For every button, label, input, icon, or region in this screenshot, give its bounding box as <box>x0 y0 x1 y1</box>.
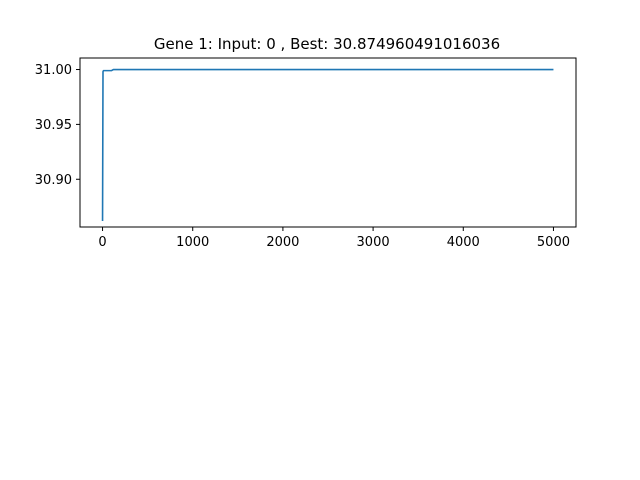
x-tick-label: 5000 <box>537 235 570 250</box>
y-tick-label: 30.90 <box>35 173 72 188</box>
x-tick-label: 0 <box>98 235 106 250</box>
y-axis: 30.90 30.95 31.00 <box>35 63 80 188</box>
series-layer <box>101 68 554 221</box>
x-tick-label: 4000 <box>447 235 480 250</box>
y-tick-label: 31.00 <box>35 63 72 78</box>
series-line-1 <box>101 68 554 221</box>
x-tick-label: 2000 <box>266 235 299 250</box>
x-tick-label: 3000 <box>357 235 390 250</box>
y-tick-label: 30.95 <box>35 118 72 133</box>
chart-title: Gene 1: Input: 0 , Best: 30.874960491016… <box>154 35 500 53</box>
axes-frame <box>79 57 577 228</box>
plot-area <box>79 57 577 228</box>
x-axis: 0 1000 2000 3000 4000 5000 <box>98 227 570 250</box>
x-tick-label: 1000 <box>176 235 209 250</box>
